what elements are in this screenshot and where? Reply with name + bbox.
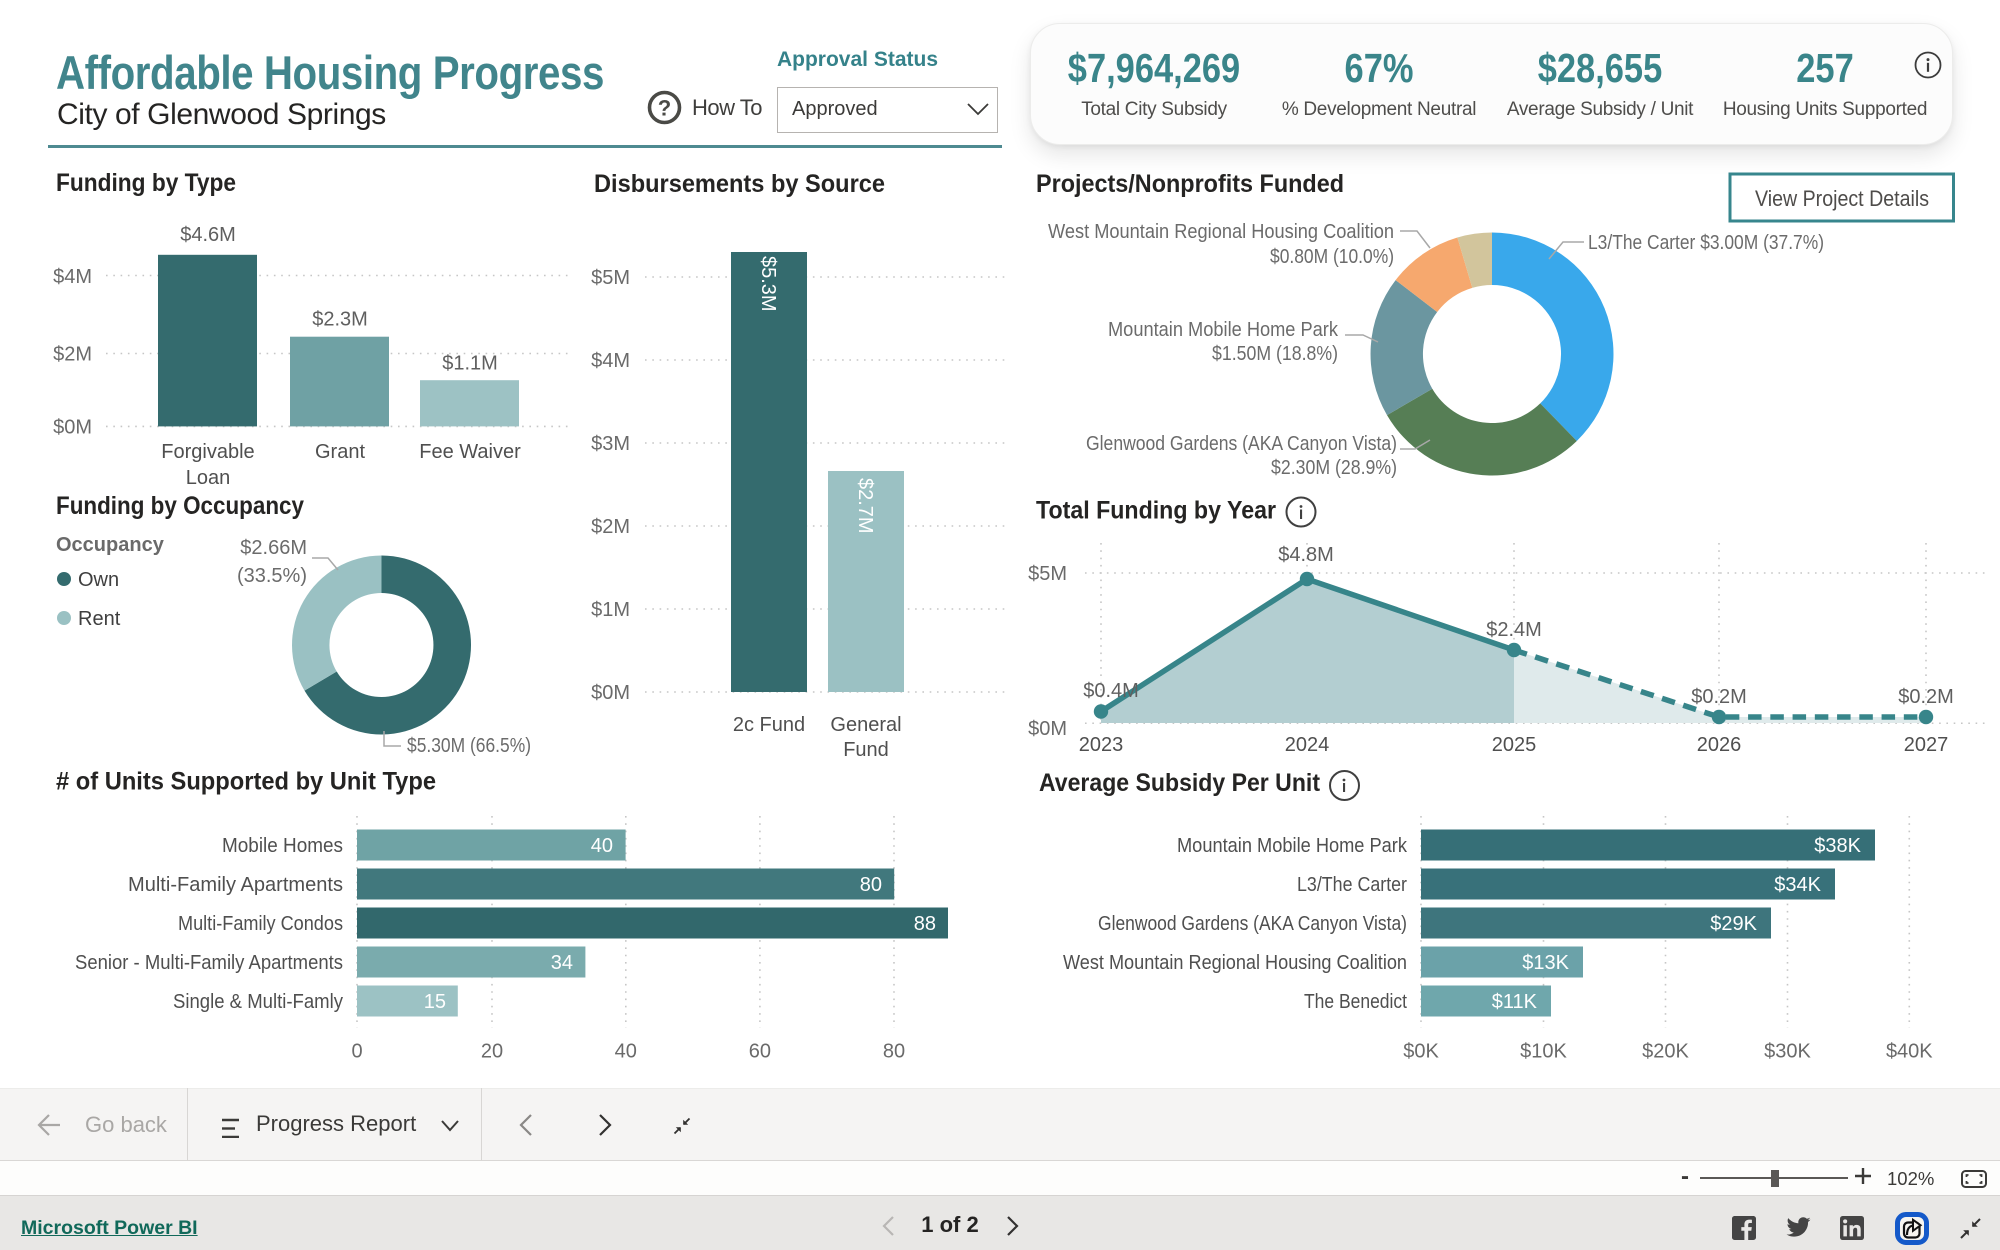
svg-text:2025: 2025 [1492,734,1537,756]
svg-text:$40K: $40K [1886,1041,1933,1063]
svg-text:$2.4M: $2.4M [1486,619,1542,641]
svg-text:$11K: $11K [1492,991,1538,1013]
svg-text:$29K: $29K [1710,913,1757,935]
svg-text:Funding by Type: Funding by Type [56,169,236,197]
svg-text:2024: 2024 [1285,734,1330,756]
svg-text:$4M: $4M [53,266,92,288]
svg-text:$5.30M (66.5%): $5.30M (66.5%) [407,735,531,757]
svg-text:20: 20 [481,1041,503,1063]
svg-text:General: General [830,714,901,736]
svg-text:Glenwood Gardens (AKA Canyon V: Glenwood Gardens (AKA Canyon Vista) [1098,913,1407,935]
svg-text:Occupancy: Occupancy [56,534,165,556]
svg-text:Fee Waiver: Fee Waiver [419,441,521,463]
svg-text:# of Units Supported by Unit T: # of Units Supported by Unit Type [56,768,436,796]
svg-text:$2.66M: $2.66M [240,537,307,559]
svg-text:Loan: Loan [186,467,231,489]
svg-text:40: 40 [591,835,613,857]
svg-text:Funding by Occupancy: Funding by Occupancy [56,492,304,520]
svg-text:Single & Multi-Famly: Single & Multi-Famly [173,991,343,1013]
svg-text:0: 0 [351,1041,362,1063]
svg-text:$5M: $5M [1028,563,1067,585]
svg-text:$0.2M: $0.2M [1898,686,1954,708]
svg-text:2026: 2026 [1697,734,1742,756]
svg-text:$38K: $38K [1814,835,1861,857]
svg-text:88: 88 [914,913,936,935]
svg-text:2c Fund: 2c Fund [733,714,805,736]
svg-text:34: 34 [551,952,573,974]
svg-text:Total Funding by Year: Total Funding by Year [1036,497,1276,525]
svg-text:Mountain Mobile Home Park: Mountain Mobile Home Park [1177,835,1408,857]
svg-text:Multi-Family Apartments: Multi-Family Apartments [128,874,343,896]
svg-text:$0M: $0M [591,682,630,704]
svg-text:Projects/Nonprofits Funded: Projects/Nonprofits Funded [1036,170,1344,198]
svg-text:$1.50M (18.8%): $1.50M (18.8%) [1212,343,1338,365]
svg-text:?: ? [658,96,671,121]
svg-text:L3/The Carter $3.00M (37.7%): L3/The Carter $3.00M (37.7%) [1588,232,1824,254]
svg-text:$0M: $0M [1028,718,1067,740]
svg-text:(33.5%): (33.5%) [237,565,307,587]
svg-text:80: 80 [860,874,882,896]
svg-text:West Mountain Regional Housing: West Mountain Regional Housing Coalition [1048,221,1394,243]
svg-text:View Project Details: View Project Details [1755,186,1929,211]
svg-text:Mountain Mobile Home Park: Mountain Mobile Home Park [1108,319,1339,341]
svg-text:$34K: $34K [1774,874,1821,896]
svg-text:$3M: $3M [591,433,630,455]
svg-text:Rent: Rent [78,608,121,630]
svg-text:$0.4M: $0.4M [1083,680,1139,702]
svg-text:Glenwood Gardens (AKA Canyon V: Glenwood Gardens (AKA Canyon Vista) [1086,433,1397,455]
svg-text:$2M: $2M [591,516,630,538]
svg-text:$0M: $0M [53,417,92,439]
svg-text:Own: Own [78,569,119,591]
svg-text:40: 40 [615,1041,637,1063]
svg-text:$5M: $5M [591,267,630,289]
svg-text:$0K: $0K [1403,1041,1439,1063]
svg-text:80: 80 [883,1041,905,1063]
svg-text:L3/The Carter: L3/The Carter [1297,874,1407,896]
svg-text:$4.8M: $4.8M [1278,544,1334,566]
svg-text:$2.7M: $2.7M [854,478,876,534]
svg-text:Fund: Fund [843,739,889,761]
svg-text:The Benedict: The Benedict [1304,991,1407,1013]
svg-text:2023: 2023 [1079,734,1124,756]
svg-text:$13K: $13K [1522,952,1569,974]
svg-text:Average Subsidy Per Unit: Average Subsidy Per Unit [1039,769,1321,797]
svg-text:$1.1M: $1.1M [442,353,498,375]
svg-text:$1M: $1M [591,599,630,621]
svg-text:$4M: $4M [591,350,630,372]
svg-text:$0.80M (10.0%): $0.80M (10.0%) [1270,246,1394,268]
svg-text:15: 15 [424,991,446,1013]
svg-text:60: 60 [749,1041,771,1063]
svg-text:Disbursements by Source: Disbursements by Source [594,170,885,198]
svg-text:$5.3M: $5.3M [757,256,779,312]
svg-text:Multi-Family Condos: Multi-Family Condos [178,913,343,935]
svg-text:$2.30M (28.9%): $2.30M (28.9%) [1271,457,1397,479]
svg-text:Forgivable: Forgivable [161,441,254,463]
svg-text:$0.2M: $0.2M [1691,686,1747,708]
svg-text:$2M: $2M [53,344,92,366]
svg-text:Grant: Grant [315,441,365,463]
svg-text:$20K: $20K [1642,1041,1689,1063]
svg-text:$2.3M: $2.3M [312,309,368,331]
svg-text:$30K: $30K [1764,1041,1811,1063]
svg-text:2027: 2027 [1904,734,1949,756]
svg-text:Senior - Multi-Family Apartmen: Senior - Multi-Family Apartments [75,952,343,974]
svg-text:$10K: $10K [1520,1041,1567,1063]
svg-text:$4.6M: $4.6M [180,224,236,246]
svg-text:West Mountain Regional Housing: West Mountain Regional Housing Coalition [1063,952,1407,974]
svg-text:Mobile Homes: Mobile Homes [222,835,343,857]
